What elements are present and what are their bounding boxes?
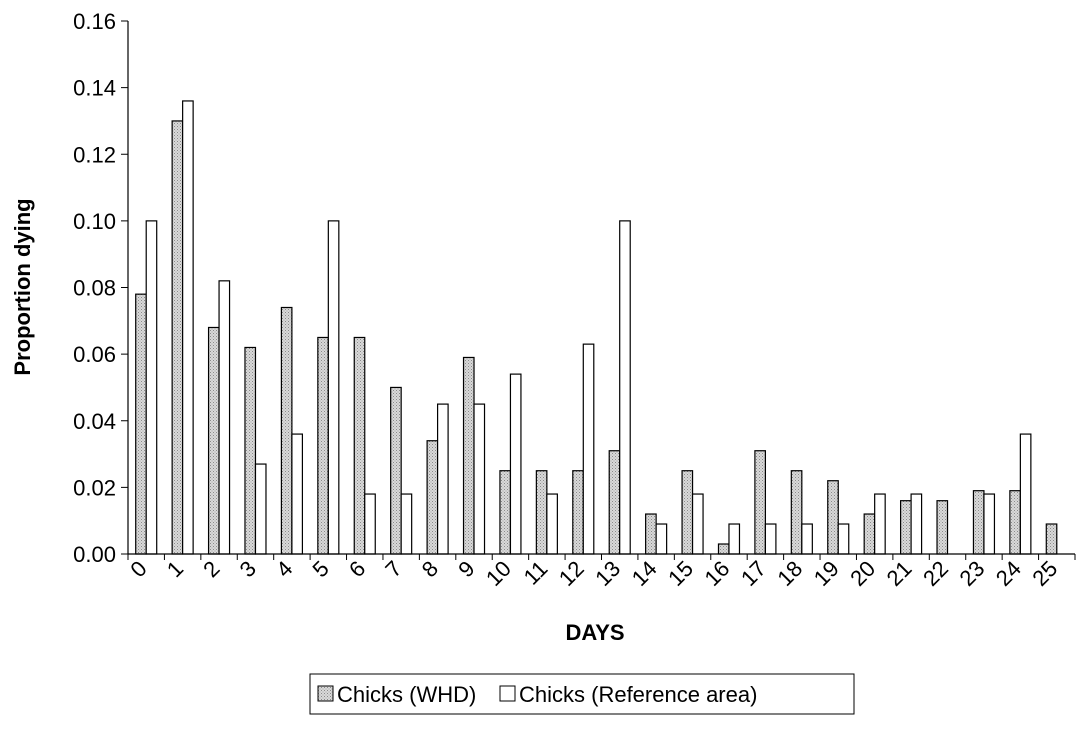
- bar-whd-day-20: [863, 513, 876, 555]
- x-tick-label: 9: [453, 556, 479, 582]
- bar-whd-day-4: [280, 306, 293, 555]
- legend-label-whd: Chicks (WHD): [337, 682, 476, 707]
- y-tick-label: 0.16: [73, 9, 116, 34]
- bar-whd-day-11: [535, 470, 548, 555]
- x-tick-label: 20: [845, 556, 880, 591]
- bar-reference-day-11: [546, 493, 558, 555]
- bar-whd-day-24: [1009, 490, 1021, 555]
- bar-whd-day-18: [790, 470, 803, 555]
- x-tick-label: 8: [417, 556, 443, 582]
- bar-whd-day-0: [135, 293, 147, 555]
- legend-label-reference: Chicks (Reference area): [519, 682, 757, 707]
- x-tick-label: 16: [700, 556, 735, 591]
- bar-reference-day-7: [400, 493, 413, 555]
- bar-reference-day-1: [182, 100, 194, 555]
- x-tick-label: 2: [198, 556, 224, 582]
- bar-whd-day-13: [608, 450, 621, 555]
- bar-reference-day-12: [582, 343, 595, 555]
- x-tick-label: 4: [271, 556, 297, 582]
- legend: Chicks (WHD) Chicks (Reference area): [309, 673, 855, 715]
- bar-whd-day-5: [317, 336, 329, 555]
- x-tick-label: 25: [1027, 556, 1062, 591]
- bar-reference-day-8: [436, 403, 449, 555]
- bar-reference-day-18: [801, 523, 813, 555]
- bar-whd-day-14: [645, 513, 657, 555]
- y-tick-label: 0.14: [73, 76, 116, 101]
- bar-whd-day-10: [499, 470, 512, 555]
- x-tick-label: 15: [663, 556, 698, 591]
- y-tick-label: 0.00: [73, 542, 116, 567]
- bar-reference-day-15: [691, 493, 704, 555]
- bar-reference-day-6: [364, 493, 376, 555]
- bar-whd-day-23: [972, 490, 985, 555]
- bar-reference-day-9: [473, 403, 486, 555]
- y-tick-label: 0.06: [73, 342, 116, 367]
- y-axis-title: Proportion dying: [10, 198, 35, 375]
- bar-reference-day-2: [218, 280, 231, 555]
- bar-reference-day-19: [837, 523, 850, 555]
- bar-reference-day-17: [764, 523, 777, 555]
- bar-whd-day-9: [462, 356, 475, 555]
- bar-whd-day-22: [936, 500, 949, 555]
- bar-whd-day-12: [572, 470, 584, 555]
- x-tick-label: 18: [772, 556, 807, 591]
- y-tick-label: 0.08: [73, 276, 116, 301]
- bar-reference-day-3: [254, 463, 267, 555]
- x-axis-ticks: 0 1 2 3 4 5 6 7 8 9 10 11 12 13 14 15 16 17 18 19 20 21 22 23 24…: [125, 554, 1076, 591]
- x-tick-label: 6: [344, 556, 370, 582]
- x-tick-label: 17: [736, 556, 771, 591]
- axes: [127, 21, 1075, 555]
- bar-reference-day-16: [728, 523, 741, 555]
- y-tick-label: 0.04: [73, 409, 116, 434]
- x-tick-label: 0: [125, 556, 151, 582]
- bar-reference-day-14: [655, 523, 668, 555]
- y-tick-label: 0.12: [73, 142, 116, 167]
- y-axis-ticks: 0.00 0.02 0.04 0.06 0.08 0.10 0.12 0.14 0.16: [73, 9, 128, 567]
- bar-whd-day-16: [717, 543, 730, 555]
- bar-whd-day-1: [171, 120, 184, 555]
- x-tick-label: 23: [954, 556, 989, 591]
- bar-whd-day-8: [426, 440, 439, 555]
- bar-whd-day-25: [1045, 523, 1058, 555]
- bar-whd-day-15: [681, 470, 694, 555]
- x-axis-title: DAYS: [565, 620, 624, 645]
- bar-whd-day-6: [353, 336, 366, 555]
- x-tick-label: 24: [991, 556, 1026, 591]
- x-tick-label: 3: [235, 556, 261, 582]
- x-tick-label: 12: [554, 556, 589, 591]
- legend-swatch-whd: [317, 685, 334, 702]
- x-tick-label: 11: [519, 556, 553, 590]
- bar-reference-day-21: [910, 493, 923, 555]
- x-tick-label: 22: [918, 556, 953, 591]
- bar-reference-day-23: [983, 493, 996, 555]
- bar-whd-day-3: [244, 346, 257, 555]
- x-tick-label: 14: [627, 556, 662, 591]
- bar-reference-day-20: [874, 493, 886, 555]
- bar-whd-day-7: [390, 386, 402, 555]
- bar-whd-day-21: [899, 500, 912, 555]
- bar-whd-day-17: [754, 450, 767, 555]
- bar-whd-day-19: [827, 480, 839, 555]
- x-tick-label: 10: [481, 556, 516, 591]
- bar-whd-day-2: [207, 326, 220, 555]
- x-tick-label: 13: [590, 556, 625, 591]
- y-tick-label: 0.02: [73, 475, 116, 500]
- x-tick-label: 19: [809, 556, 844, 591]
- bars: [135, 100, 1058, 555]
- y-tick-label: 0.10: [73, 209, 116, 234]
- legend-swatch-reference: [499, 685, 516, 702]
- x-tick-label: 5: [308, 556, 334, 582]
- bar-reference-day-4: [291, 433, 304, 555]
- x-tick-label: 21: [882, 556, 917, 591]
- bar-reference-day-5: [327, 220, 340, 555]
- bar-reference-day-13: [619, 220, 631, 555]
- legend-box: [309, 673, 855, 715]
- bar-reference-day-24: [1019, 433, 1032, 555]
- bar-reference-day-0: [145, 220, 158, 555]
- x-tick-label: 1: [162, 556, 188, 582]
- bar-reference-day-10: [509, 373, 522, 555]
- x-tick-label: 7: [380, 556, 406, 582]
